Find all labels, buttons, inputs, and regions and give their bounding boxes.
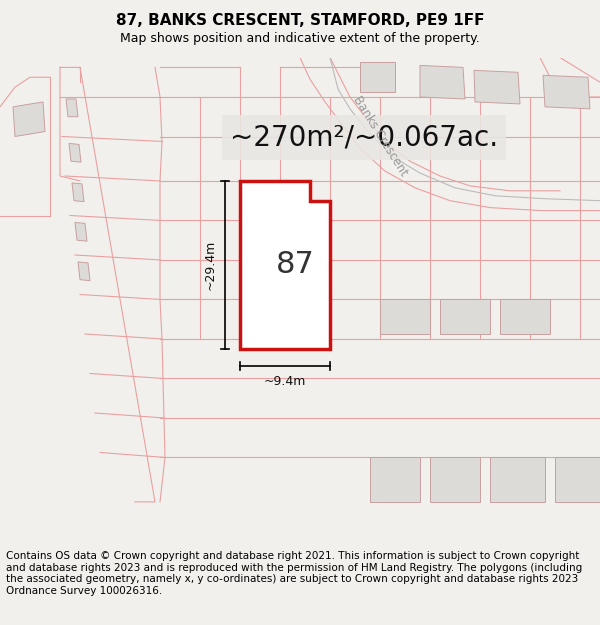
Text: Banks Crescent: Banks Crescent bbox=[350, 94, 410, 179]
Text: ~9.4m: ~9.4m bbox=[264, 375, 306, 388]
Polygon shape bbox=[75, 222, 87, 241]
Polygon shape bbox=[69, 143, 81, 162]
Text: 87, BANKS CRESCENT, STAMFORD, PE9 1FF: 87, BANKS CRESCENT, STAMFORD, PE9 1FF bbox=[116, 12, 484, 28]
Polygon shape bbox=[430, 458, 480, 502]
Polygon shape bbox=[240, 181, 330, 349]
Polygon shape bbox=[13, 102, 45, 136]
Polygon shape bbox=[474, 71, 520, 104]
Polygon shape bbox=[440, 299, 490, 334]
Text: Contains OS data © Crown copyright and database right 2021. This information is : Contains OS data © Crown copyright and d… bbox=[6, 551, 582, 596]
Polygon shape bbox=[370, 458, 420, 502]
Text: Map shows position and indicative extent of the property.: Map shows position and indicative extent… bbox=[120, 32, 480, 45]
Polygon shape bbox=[360, 62, 395, 92]
Polygon shape bbox=[490, 458, 545, 502]
Polygon shape bbox=[500, 299, 550, 334]
Text: 87: 87 bbox=[275, 251, 314, 279]
Text: ~29.4m: ~29.4m bbox=[203, 240, 217, 290]
Polygon shape bbox=[543, 75, 590, 109]
Polygon shape bbox=[420, 66, 465, 99]
Text: ~270m²/~0.067ac.: ~270m²/~0.067ac. bbox=[230, 123, 498, 151]
Polygon shape bbox=[78, 262, 90, 281]
Polygon shape bbox=[72, 183, 84, 202]
Polygon shape bbox=[66, 99, 78, 117]
Polygon shape bbox=[380, 299, 430, 334]
Polygon shape bbox=[555, 458, 600, 502]
